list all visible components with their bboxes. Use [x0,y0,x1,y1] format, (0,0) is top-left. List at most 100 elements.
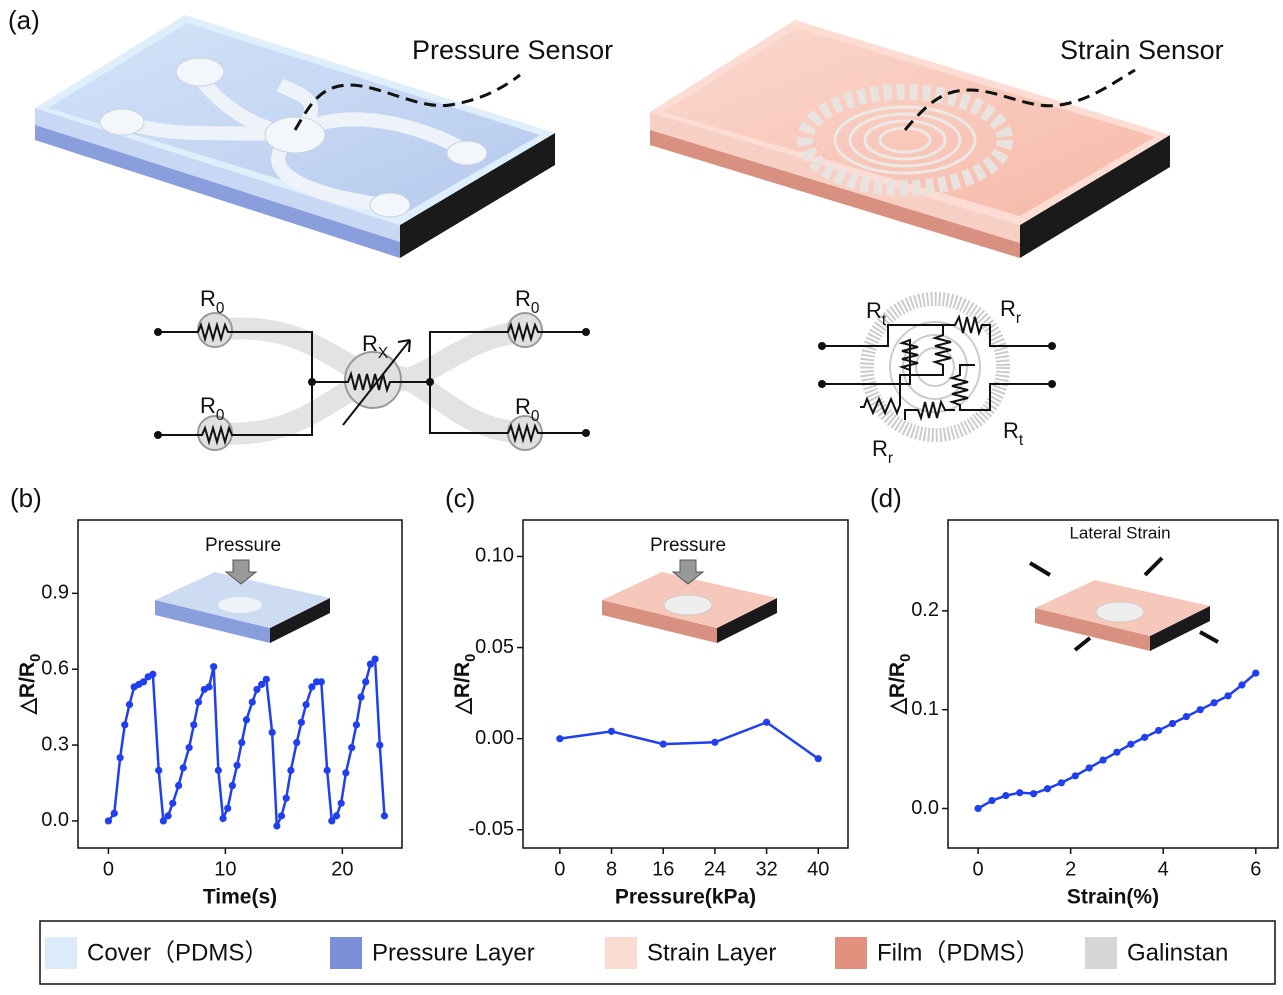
inset-pressure-sensor [155,560,330,643]
data-point [342,769,349,776]
y-axis-label: △R/R0 [886,654,914,716]
data-point [333,812,340,819]
data-point [215,767,222,774]
y-tick-label: 0.1 [911,698,939,720]
resistor-label-sub: 0 [216,407,225,424]
data-point [169,800,176,807]
resistor-label-sub: 0 [531,408,540,425]
data-point [105,817,112,824]
data-point [660,741,667,748]
data-point [273,822,280,829]
data-point [763,719,770,726]
legend-label: Film（PDMS） [877,939,1040,966]
resistor-label-main: R [1003,418,1019,443]
data-point [1113,749,1120,756]
data-point [224,805,231,812]
y-tick-label: 0.10 [475,545,514,567]
resistor-label: R0 [200,286,224,317]
x-tick-label: 24 [704,858,726,880]
resistor-label-sub: X [378,345,388,362]
data-point [988,797,995,804]
resistor-label-sub: 0 [216,300,225,317]
x-tick-label: 0 [554,858,565,880]
inset-strain-sensor [602,560,777,643]
data-point [126,701,133,708]
pressure-sensor-label: Pressure Sensor [412,35,613,65]
data-point [318,678,325,685]
resistor-label-main: R [200,286,216,311]
resistor-label-main: R [872,436,888,461]
resistor-label-main: R [515,394,531,419]
inset-lateral-strain [1030,558,1218,651]
data-point [1058,779,1065,786]
x-tick-label: 2 [1065,858,1076,880]
resistor-label-sub: r [1016,310,1021,327]
data-point [205,683,212,690]
x-tick-label: 40 [807,858,829,880]
legend-label: Galinstan [1127,939,1228,966]
y-axis-label-main: △R/R [16,662,39,715]
resistor-label-sub: t [882,312,887,329]
figure: (a) Pressure Sensor Strain Sensor [0,0,1283,990]
data-point [1127,741,1134,748]
data-point [219,815,226,822]
data-point [180,764,187,771]
annotation: Pressure [650,535,726,556]
resistor-label-main: R [200,393,216,418]
resistor-label-sub: t [1019,432,1024,449]
resistor-label: Rr [872,436,893,467]
y-tick-label: 0.05 [475,636,514,658]
data-point [353,721,360,728]
data-point [1155,727,1162,734]
data-point [1099,756,1106,763]
resistor-label-sub: 0 [531,300,540,317]
legend-swatch [330,937,362,969]
legend-swatch [605,937,637,969]
data-point [175,782,182,789]
y-axis-label-sub: 0 [463,654,479,662]
legend-swatch [45,937,77,969]
data-point [195,698,202,705]
x-tick-label: 0 [973,858,984,880]
data-point [229,782,236,789]
x-axis-label: Time(s) [203,886,277,909]
x-tick-label: 8 [606,858,617,880]
data-point [1252,670,1259,677]
data-point [117,754,124,761]
x-tick-label: 0 [103,858,114,880]
resistor-label: Rr [1000,296,1021,327]
data-point [243,716,250,723]
data-point [1141,734,1148,741]
data-point [293,739,300,746]
y-tick-label: 0.00 [475,727,514,749]
data-point [278,812,285,819]
y-axis-label-main: △R/R [886,662,909,715]
panel-label: (d) [870,483,902,513]
data-point [1197,706,1204,713]
data-line [560,722,818,758]
data-point [210,663,217,670]
x-tick-label: 32 [755,858,777,880]
x-tick-label: 16 [652,858,674,880]
x-tick-label: 20 [331,858,353,880]
legend-swatch [1085,937,1117,969]
data-point [381,812,388,819]
data-point [1086,764,1093,771]
x-tick-label: 4 [1158,858,1169,880]
data-point [1169,720,1176,727]
data-point [1224,692,1231,699]
annotation: Pressure [205,535,281,556]
resistor-label-main: R [1000,296,1016,321]
y-tick-label: 0.6 [41,657,69,679]
data-point [1016,789,1023,796]
legend-label: Strain Layer [647,939,776,966]
data-point [1211,699,1218,706]
y-tick-label: 0.2 [911,599,939,621]
data-point [233,762,240,769]
x-axis-label: Pressure(kPa) [615,886,756,909]
resistor-label-main: R [362,331,378,356]
panel-label: (a) [8,5,40,35]
data-point [1002,792,1009,799]
y-axis-label-main: △R/R [451,662,474,715]
data-point [190,721,197,728]
